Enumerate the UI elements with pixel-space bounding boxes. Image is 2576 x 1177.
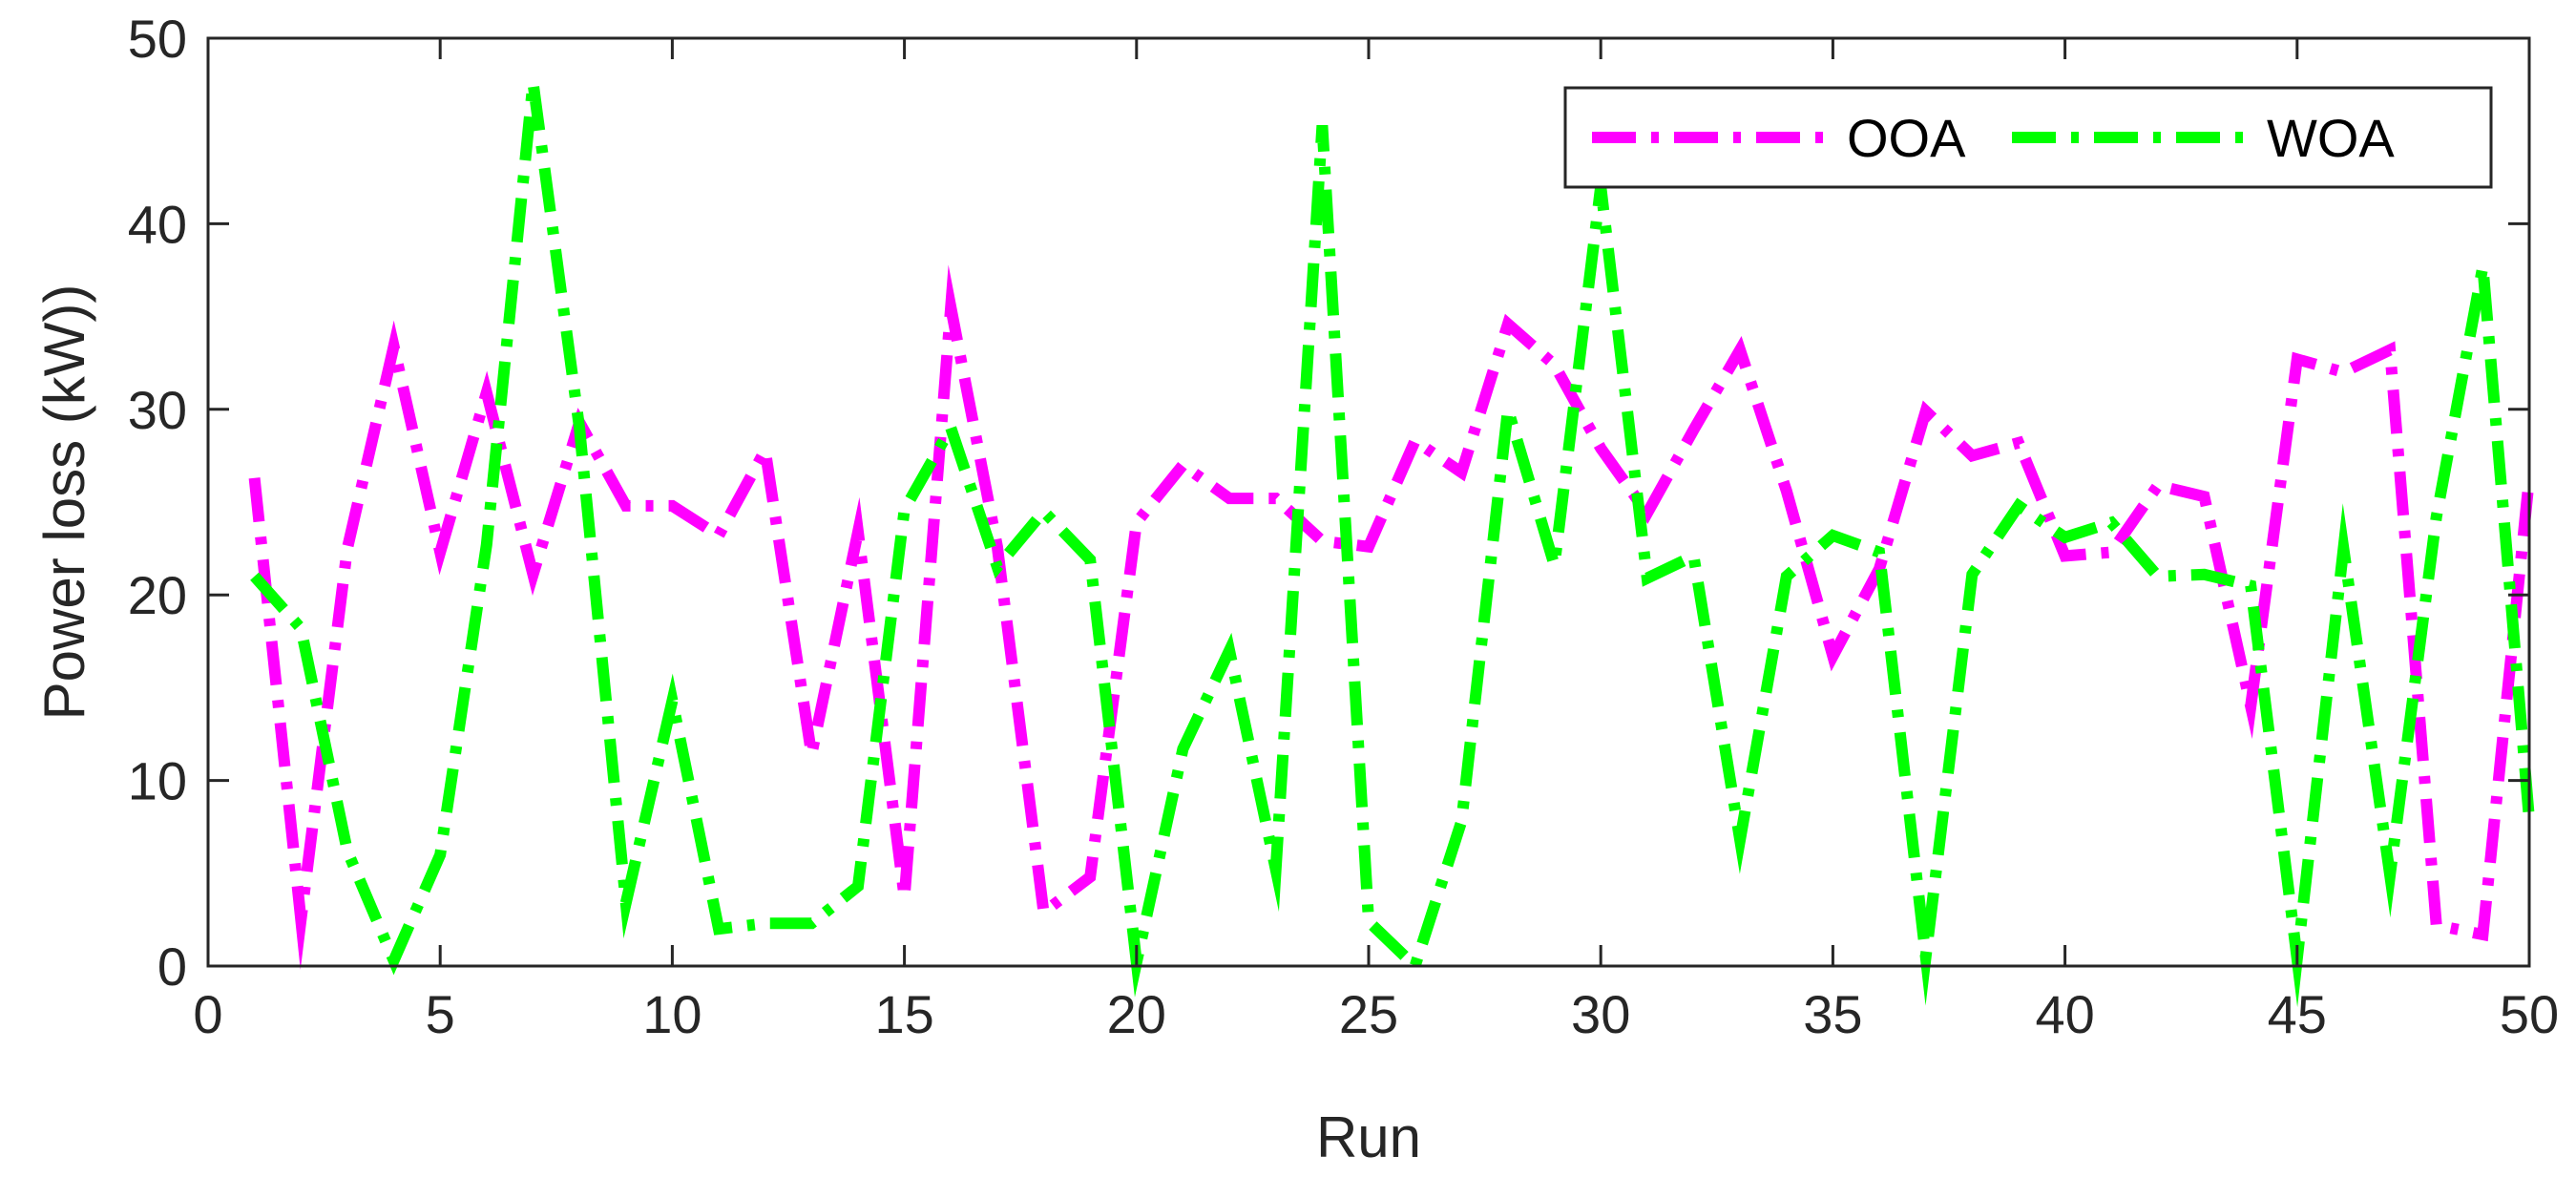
ticks-layer: 0 5 10 15 20 25 30 35 40 45 50 0 10 20 30 40 50 [128,9,2559,1044]
legend-label-ooa: OOA [1847,108,1966,168]
y-tick-label: 30 [128,380,187,440]
x-tick-label: 50 [2500,984,2559,1044]
y-tick-label: 20 [128,565,187,625]
x-tick-label: 5 [426,984,455,1044]
series-line-woa [250,33,2535,1008]
y-tick-label: 0 [157,936,187,997]
x-tick-label: 10 [642,984,702,1044]
x-tick-label: 35 [1803,984,1862,1044]
plot-background [208,38,2529,966]
plot-area [208,38,2529,966]
y-axis-label: Power loss (kW)) [32,284,96,721]
legend: OOA WOA [1563,86,2493,189]
y-tick-label: 50 [128,9,187,69]
x-tick-label: 15 [874,984,933,1044]
x-tick-label: 30 [1571,984,1630,1044]
y-tick-label: 40 [128,194,187,254]
x-tick-label: 20 [1107,984,1166,1044]
y-tick-label: 10 [128,751,187,811]
x-axis-label: Run [1316,1105,1421,1169]
x-tick-label: 40 [2035,984,2094,1044]
legend-label-woa: WOA [2267,108,2395,168]
x-tick-label: 45 [2268,984,2327,1044]
x-tick-label: 25 [1339,984,1398,1044]
x-tick-label: 0 [193,984,222,1044]
series-layer [248,33,2535,1008]
